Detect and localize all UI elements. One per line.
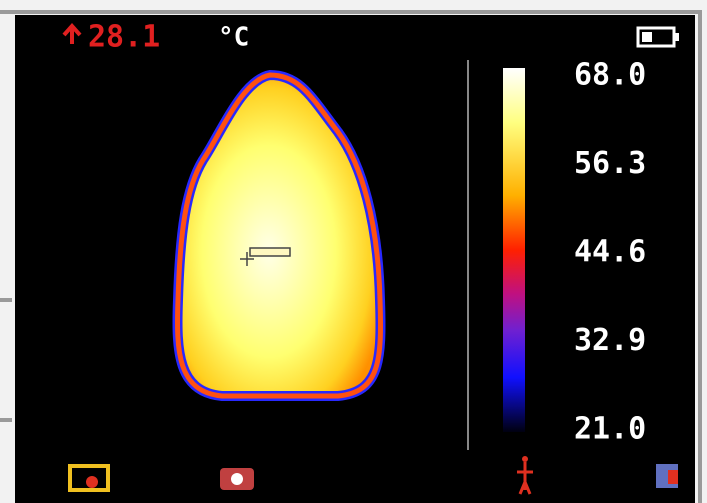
temperature-unit: °C xyxy=(218,23,249,53)
image-mode-dot xyxy=(86,476,98,488)
menu-icon-detail xyxy=(668,470,678,484)
scale-label: 56.3 xyxy=(574,146,646,181)
camera-lens xyxy=(231,473,243,485)
screen-capture: 28.1 °C 68.0 56.3 44.6 32.9 21.0 xyxy=(0,0,707,503)
scale-label: 21.0 xyxy=(574,412,646,447)
page: 28.1 °C 68.056.344.632.921.0 (() => { co… xyxy=(0,0,707,503)
color-scale-bar xyxy=(503,68,525,432)
emissivity-head xyxy=(522,456,528,462)
scale-label: 68.0 xyxy=(574,58,646,93)
max-temperature: 28.1 xyxy=(88,20,160,55)
scale-label: 44.6 xyxy=(574,235,646,270)
scale-label: 32.9 xyxy=(574,323,646,358)
